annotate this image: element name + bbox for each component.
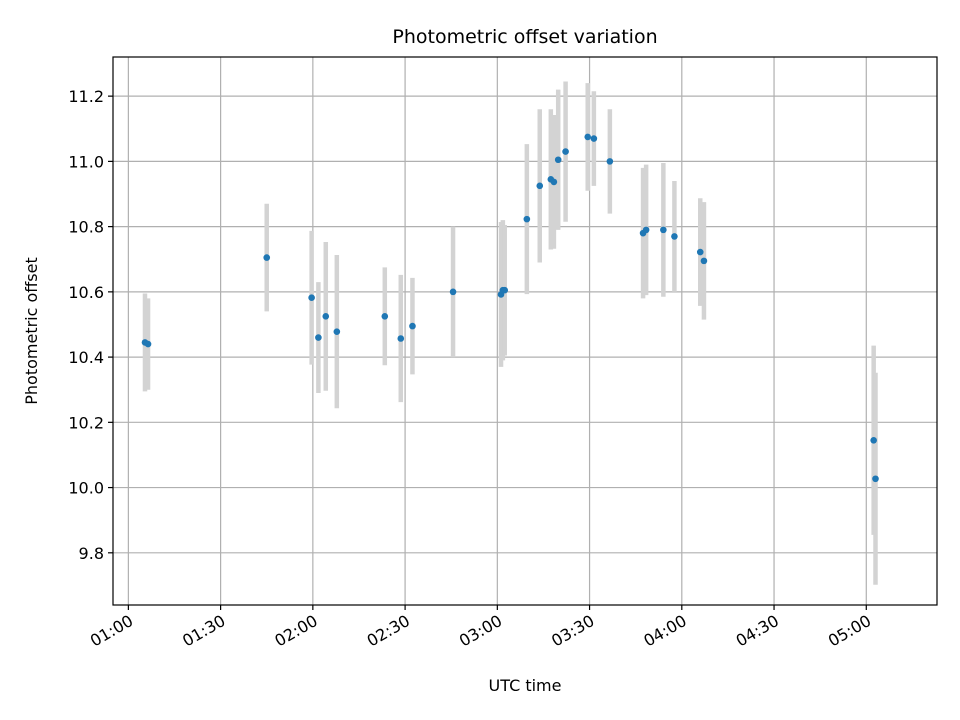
data-point xyxy=(536,182,544,190)
data-point xyxy=(333,328,341,335)
data-point xyxy=(606,158,614,165)
data-point xyxy=(144,340,152,348)
data-point xyxy=(315,334,322,341)
y-tick-label: 11.2 xyxy=(68,87,104,106)
y-tick-label: 10.6 xyxy=(68,283,104,302)
chart-title: Photometric offset variation xyxy=(392,26,657,48)
data-point xyxy=(381,313,389,320)
data-point xyxy=(590,135,598,142)
data-point xyxy=(870,436,877,444)
x-tick-label: 03:00 xyxy=(456,611,505,651)
y-ticks: 9.8 10.0 10.2 10.4 10.6 10.8 11.0 11.2 xyxy=(68,87,113,563)
data-point xyxy=(550,178,558,186)
x-tick-label: 03:30 xyxy=(548,611,597,651)
data-point xyxy=(671,233,678,240)
data-point xyxy=(397,335,405,342)
x-axis-label: UTC time xyxy=(489,676,562,695)
data-point xyxy=(660,226,667,234)
data-point xyxy=(409,322,416,330)
y-axis-label: Photometric offset xyxy=(22,257,41,405)
x-tick-label: 05:00 xyxy=(825,611,874,651)
y-tick-label: 10.2 xyxy=(68,413,104,432)
x-tick-label: 01:30 xyxy=(179,611,228,651)
point-layer xyxy=(141,133,879,483)
data-point xyxy=(696,248,704,256)
data-point xyxy=(308,294,315,302)
y-tick-label: 10.4 xyxy=(68,348,104,367)
x-tick-label: 04:00 xyxy=(640,611,689,651)
data-point xyxy=(554,156,562,164)
x-tick-label: 01:00 xyxy=(87,611,136,651)
plot-frame xyxy=(112,56,938,606)
errorbar-layer xyxy=(142,81,878,585)
x-tick-label: 02:00 xyxy=(271,611,320,651)
data-point xyxy=(501,286,509,294)
data-point xyxy=(872,475,879,483)
data-point xyxy=(642,226,650,234)
x-tick-label: 04:30 xyxy=(733,611,782,651)
data-point xyxy=(449,288,457,296)
grid-layer xyxy=(113,57,937,605)
y-tick-label: 10.8 xyxy=(68,218,104,237)
x-tick-label: 02:30 xyxy=(364,611,413,651)
data-point xyxy=(322,313,330,320)
data-point xyxy=(263,254,271,261)
data-point xyxy=(700,257,708,265)
y-tick-label: 11.0 xyxy=(68,152,104,171)
y-tick-label: 9.8 xyxy=(79,544,104,563)
y-tick-label: 10.0 xyxy=(68,479,104,498)
data-point xyxy=(523,215,531,223)
x-ticks: 01:00 01:30 02:00 02:30 03:00 03:30 04:00 04:30… xyxy=(87,605,874,651)
data-point xyxy=(584,133,592,141)
data-point xyxy=(562,148,569,155)
